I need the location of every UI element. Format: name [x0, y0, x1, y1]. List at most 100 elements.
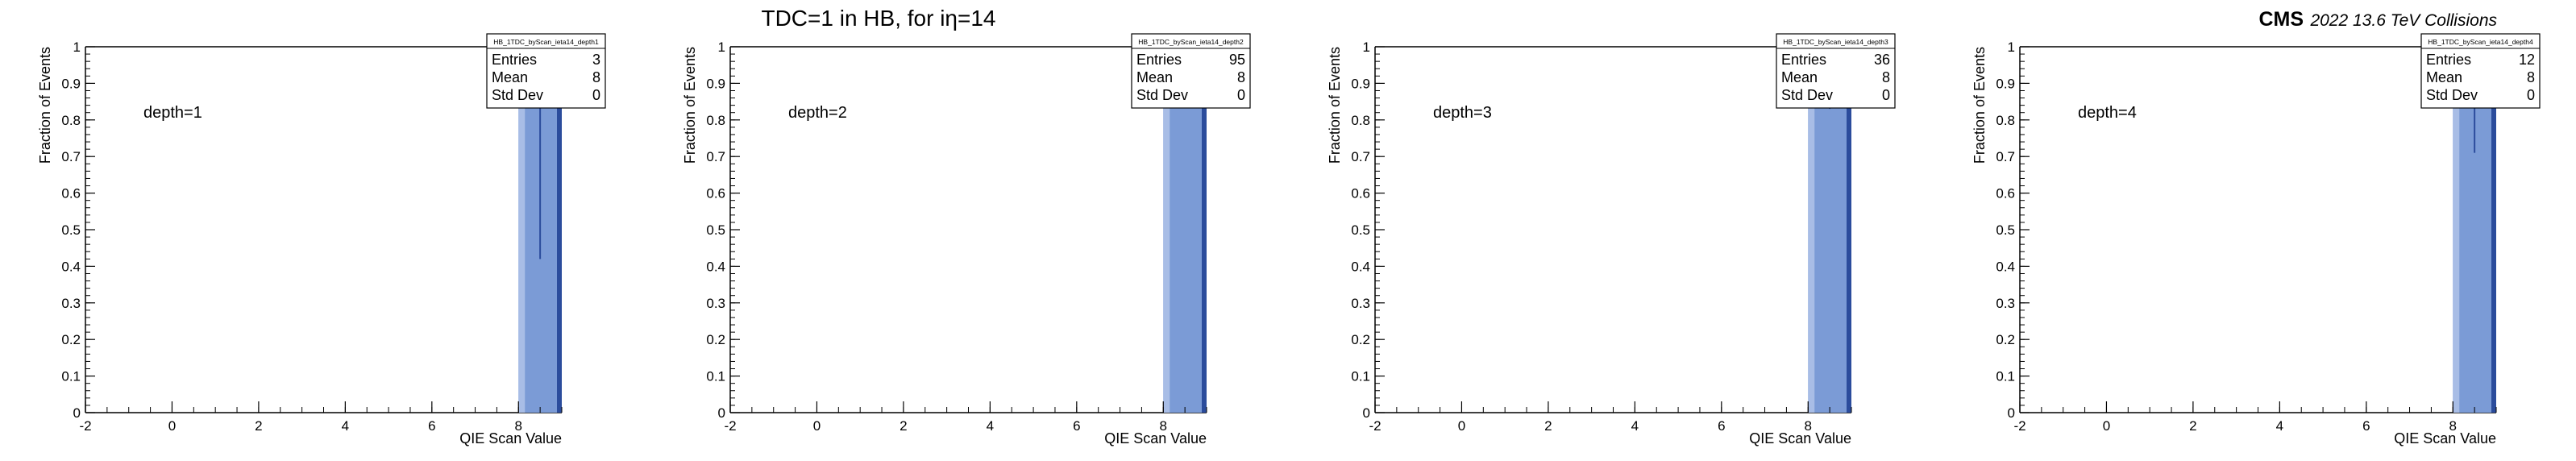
stats-label: Entries: [2426, 52, 2471, 68]
y-tick-label: 0.4: [1996, 259, 2015, 274]
bar-edge: [2491, 47, 2496, 413]
stats-value: 0: [1237, 87, 1245, 103]
x-tick-label: 4: [2276, 418, 2283, 434]
y-tick-label: 0.6: [1996, 186, 2015, 201]
panels: 00.10.20.30.40.50.60.70.80.91-2 0 2 4 6 8QIE …: [37, 33, 2541, 446]
x-axis-title: QIE Scan Value: [2394, 430, 2496, 446]
bar-edge: [1847, 47, 1851, 413]
cms-label: CMS: [2258, 8, 2304, 31]
y-tick-label: 0.2: [1351, 332, 1370, 347]
y-tick-label: 0.1: [61, 369, 81, 384]
stats-label: Mean: [1781, 69, 1818, 85]
y-tick-label: 0.9: [1996, 76, 2015, 91]
y-tick-label: 0: [718, 405, 725, 421]
y-tick-label: 0.5: [1996, 222, 2015, 238]
bar-highlight: [1808, 47, 1815, 413]
y-tick-label: 0: [2008, 405, 2015, 421]
x-tick-label: 0: [1458, 418, 1465, 434]
y-tick-label: 0.6: [706, 186, 725, 201]
x-tick-label: 0: [2103, 418, 2110, 434]
y-tick-label: 0.7: [1351, 149, 1370, 164]
y-tick-label: 0.7: [1996, 149, 2015, 164]
y-tick-label: 0.5: [61, 222, 81, 238]
y-tick-label: 0: [1363, 405, 1370, 421]
y-tick-label: 0.9: [61, 76, 81, 91]
x-axis-title: QIE Scan Value: [1104, 430, 1207, 446]
y-tick-label: 1: [2008, 39, 2015, 55]
y-axis-title: Fraction of Events: [1327, 47, 1343, 164]
energy-label: 2022 13.6 TeV Collisions: [2309, 11, 2497, 30]
y-tick-label: 0.5: [706, 222, 725, 238]
y-tick-label: 1: [1363, 39, 1370, 55]
stats-label: Mean: [2426, 69, 2462, 85]
x-tick-label: 0: [813, 418, 821, 434]
stats-value: 36: [1874, 52, 1890, 68]
x-tick-label: 4: [1631, 418, 1639, 434]
stats-label: Std Dev: [1781, 87, 1833, 103]
stats-value: 8: [592, 69, 600, 85]
y-axis-title: Fraction of Events: [1971, 47, 1988, 164]
y-tick-label: 0.2: [61, 332, 81, 347]
chart-panel-depth1: 00.10.20.30.40.50.60.70.80.91-2 0 2 4 6 8QIE …: [37, 33, 606, 446]
x-tick-label: 6: [1073, 418, 1080, 434]
y-tick-label: 0.3: [1996, 296, 2015, 311]
x-tick-label: 4: [342, 418, 349, 434]
figure-title: TDC=1 in HB, for iη=14: [761, 6, 995, 31]
depth-annotation: depth=4: [2078, 104, 2137, 122]
stats-label: Entries: [1781, 52, 1826, 68]
stats-name: HB_1TDC_byScan_ieta14_depth4: [2428, 38, 2533, 46]
y-tick-label: 0.3: [706, 296, 725, 311]
stats-label: Entries: [1136, 52, 1182, 68]
x-tick-label: 2: [900, 418, 907, 434]
stats-box: [486, 33, 606, 109]
y-tick-label: 0.9: [706, 76, 725, 91]
stats-value: 8: [1237, 69, 1245, 85]
bar-highlight: [518, 47, 526, 413]
depth-annotation: depth=3: [1433, 104, 1492, 122]
y-tick-label: 0.4: [706, 259, 725, 274]
x-tick-label: 4: [987, 418, 994, 434]
y-tick-label: 0.4: [1351, 259, 1370, 274]
bar-highlight: [2453, 47, 2460, 413]
x-tick-label: -2: [79, 418, 91, 434]
stats-value: 12: [2519, 52, 2535, 68]
x-tick-label: -2: [1369, 418, 1381, 434]
x-tick-label: 2: [2189, 418, 2196, 434]
x-tick-label: 8: [1805, 418, 1812, 434]
x-tick-label: 8: [2449, 418, 2457, 434]
y-tick-label: 0.8: [706, 113, 725, 128]
y-tick-label: 0.2: [706, 332, 725, 347]
y-tick-label: 1: [718, 39, 725, 55]
stats-label: Entries: [492, 52, 537, 68]
x-tick-label: 6: [2362, 418, 2370, 434]
x-tick-label: -2: [2013, 418, 2025, 434]
y-tick-label: 0.8: [61, 113, 81, 128]
y-tick-label: 0.7: [61, 149, 81, 164]
y-axis-title: Fraction of Events: [37, 47, 53, 164]
stats-value: 3: [592, 52, 600, 68]
y-tick-label: 1: [73, 39, 81, 55]
y-tick-label: 0.1: [1996, 369, 2015, 384]
y-tick-label: 0.7: [706, 149, 725, 164]
y-tick-label: 0.4: [61, 259, 81, 274]
y-axis-title: Fraction of Events: [682, 47, 698, 164]
x-tick-label: 8: [1160, 418, 1167, 434]
stats-label: Std Dev: [2426, 87, 2478, 103]
x-tick-label: 0: [168, 418, 176, 434]
y-tick-label: 0.3: [1351, 296, 1370, 311]
x-tick-label: 6: [428, 418, 435, 434]
depth-annotation: depth=1: [143, 104, 202, 122]
stats-value: 95: [1229, 52, 1245, 68]
chart-panel-depth2: 00.10.20.30.40.50.60.70.80.91-2 0 2 4 6 8QIE …: [682, 33, 1251, 446]
y-tick-label: 0.2: [1996, 332, 2015, 347]
chart-panel-depth4: 00.10.20.30.40.50.60.70.80.91-2 0 2 4 6 8QIE …: [1971, 33, 2541, 446]
y-tick-label: 0.9: [1351, 76, 1370, 91]
depth-annotation: depth=2: [788, 104, 847, 122]
bar-edge: [1202, 47, 1207, 413]
stats-label: Mean: [492, 69, 528, 85]
stats-label: Std Dev: [492, 87, 543, 103]
stats-box: [1776, 33, 1896, 109]
stats-box: [1131, 33, 1251, 109]
x-tick-label: 6: [1718, 418, 1725, 434]
y-tick-label: 0.3: [61, 296, 81, 311]
